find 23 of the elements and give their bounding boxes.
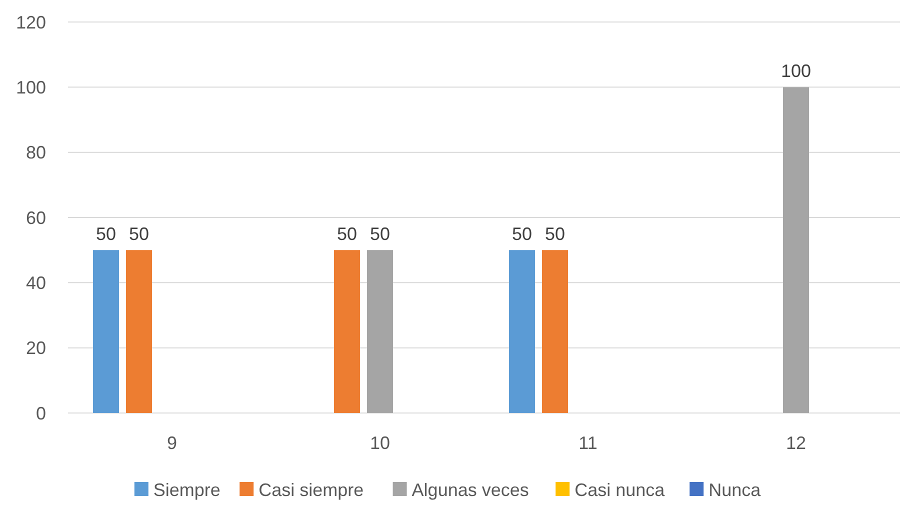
legend-label: Casi nunca bbox=[574, 480, 666, 500]
y-tick-label: 60 bbox=[26, 208, 46, 228]
y-tick-label: 80 bbox=[26, 142, 46, 163]
x-tick-label: 10 bbox=[370, 433, 390, 453]
data-label: 50 bbox=[512, 224, 532, 244]
data-label: 50 bbox=[370, 224, 390, 244]
y-tick-label: 0 bbox=[36, 403, 46, 424]
data-label: 50 bbox=[128, 224, 150, 244]
x-tick-label: 9 bbox=[166, 433, 178, 453]
y-tick-label: 20 bbox=[26, 338, 46, 358]
x-tick-label: 11 bbox=[578, 433, 598, 453]
data-label: 50 bbox=[336, 224, 358, 244]
y-tick-label: 40 bbox=[26, 272, 46, 293]
data-label: 100 bbox=[780, 61, 812, 82]
legend-label: Algunas veces bbox=[412, 480, 529, 500]
legend-label: Siempre bbox=[153, 480, 220, 500]
legend-label: Casi siempre bbox=[258, 480, 364, 500]
x-tick-label: 12 bbox=[786, 433, 806, 453]
y-tick-label: 120 bbox=[16, 12, 46, 32]
data-label: 50 bbox=[96, 224, 116, 244]
legend-label: Nunca bbox=[708, 480, 762, 500]
data-label: 50 bbox=[544, 224, 566, 244]
y-tick-label: 100 bbox=[16, 77, 46, 98]
